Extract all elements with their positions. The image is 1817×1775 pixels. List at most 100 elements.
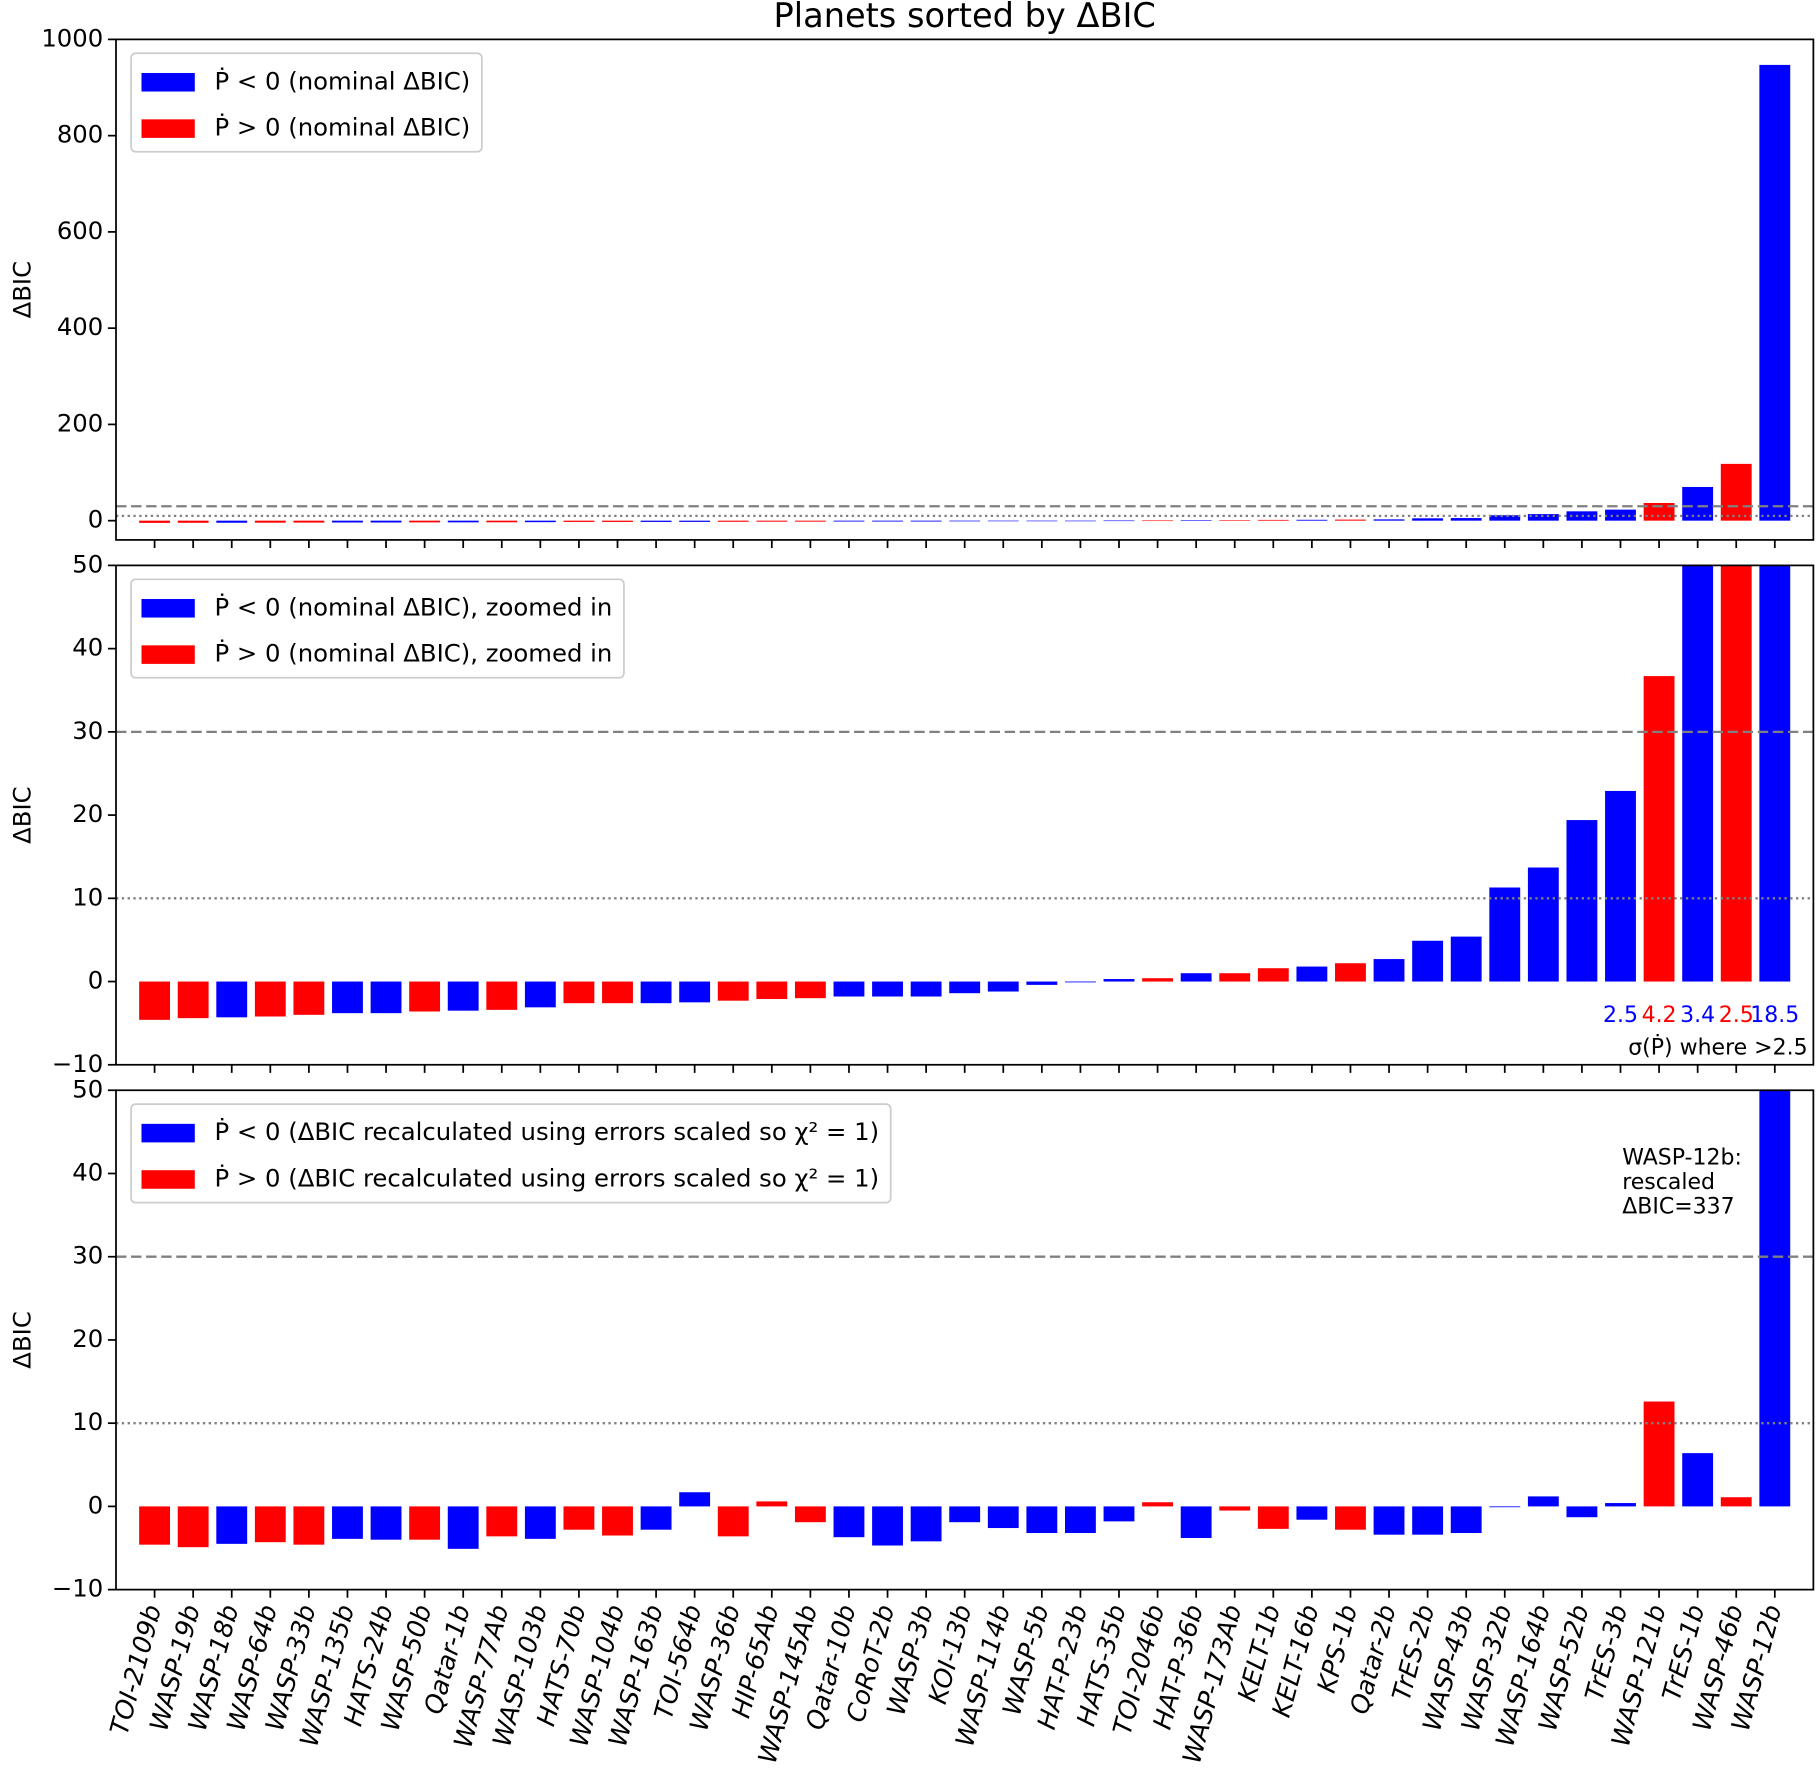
bar	[1296, 966, 1328, 982]
bar	[679, 1492, 711, 1507]
bar	[370, 520, 402, 523]
bar	[833, 981, 865, 997]
bar	[794, 520, 826, 522]
bar	[1373, 1506, 1405, 1535]
bar	[370, 1506, 402, 1540]
bar	[1566, 820, 1598, 982]
bar	[1605, 1503, 1636, 1507]
plot-area	[116, 565, 1814, 1020]
legend-box	[130, 1103, 892, 1204]
y-tick-label: 0	[88, 505, 103, 534]
y-tick-label: 1000	[41, 23, 103, 52]
y-tick-label: 200	[57, 408, 103, 437]
legend-box	[130, 578, 625, 679]
bar	[1412, 940, 1444, 982]
bar	[1180, 973, 1212, 982]
legend: Ṗ < 0 (nominal ΔBIC) Ṗ > 0 (nominal ΔBIC)	[130, 52, 483, 153]
bar	[1759, 64, 1791, 521]
bar	[910, 1506, 942, 1542]
bar	[1643, 676, 1675, 982]
y-tick-label: 50	[72, 1074, 103, 1103]
legend-label: Ṗ < 0 (ΔBIC recalculated using errors sc…	[214, 1117, 879, 1146]
bar	[1489, 515, 1521, 521]
bar	[524, 1506, 556, 1539]
y-tick-label: −10	[52, 1049, 103, 1078]
bar	[1180, 1506, 1212, 1539]
legend-box	[130, 52, 483, 153]
bar	[717, 1506, 749, 1537]
plot-frame	[115, 38, 1815, 541]
bar	[1103, 979, 1135, 982]
sigma-label: 2.5	[1603, 1003, 1638, 1028]
bar	[1103, 520, 1135, 522]
bar	[949, 981, 981, 994]
bar	[987, 1506, 1019, 1529]
bar	[1142, 978, 1174, 982]
bar	[987, 520, 1019, 522]
bar	[1759, 1090, 1791, 1507]
legend: Ṗ < 0 (ΔBIC recalculated using errors sc…	[130, 1103, 892, 1204]
bar	[1296, 1506, 1328, 1520]
bar	[640, 520, 672, 522]
bar	[679, 520, 711, 522]
sigma-label: 4.2	[1642, 1003, 1677, 1028]
y-axis-label: ΔBIC	[7, 1311, 36, 1369]
bar	[486, 520, 518, 523]
plot-area	[116, 64, 1814, 523]
bar	[872, 520, 903, 522]
bar	[447, 981, 479, 1011]
bar	[1180, 520, 1212, 521]
bar	[409, 520, 441, 523]
bar	[1489, 887, 1521, 982]
bar	[987, 981, 1019, 992]
bar	[1527, 1496, 1559, 1507]
legend: Ṗ < 0 (nominal ΔBIC), zoomed in Ṗ > 0 (no…	[130, 578, 625, 679]
bar	[254, 1506, 286, 1543]
bar	[1257, 519, 1289, 521]
bar	[1643, 1401, 1675, 1507]
bar	[1605, 509, 1636, 521]
legend-swatch	[141, 599, 195, 618]
y-tick-label: 40	[72, 1157, 103, 1186]
bar	[872, 1506, 903, 1546]
bar	[177, 1506, 209, 1548]
bar	[1257, 1506, 1289, 1529]
sigma-label: 18.5	[1750, 1003, 1799, 1028]
bar	[833, 1506, 865, 1538]
bar	[1450, 1506, 1482, 1534]
y-tick-label: 20	[72, 1324, 103, 1353]
bar	[1527, 867, 1559, 982]
bar	[602, 1506, 633, 1536]
sigma-note: σ(Ṗ) where >2.5	[1628, 1035, 1807, 1061]
annotation: ΔBIC=337	[1622, 1194, 1734, 1219]
bar	[216, 520, 248, 523]
bar	[1103, 1506, 1135, 1522]
bar	[1566, 1506, 1598, 1518]
bar	[602, 520, 633, 522]
bar	[872, 981, 903, 997]
bar	[602, 981, 633, 1004]
bar	[1489, 1506, 1521, 1508]
bar	[794, 1506, 826, 1523]
y-tick-label: 10	[72, 1407, 103, 1436]
y-tick-label: −10	[52, 1574, 103, 1603]
bar	[1373, 959, 1405, 982]
bar	[1682, 1453, 1714, 1507]
bar	[1450, 518, 1482, 521]
bar	[409, 1506, 441, 1540]
bar	[910, 520, 942, 522]
bar	[1450, 936, 1482, 982]
bar	[177, 981, 209, 1019]
bar	[949, 1506, 981, 1523]
bar	[640, 1506, 672, 1530]
bar	[794, 981, 826, 999]
bar	[833, 520, 865, 522]
bar	[1412, 1506, 1444, 1535]
bar	[949, 520, 981, 522]
plot-area	[116, 1090, 1814, 1549]
bar	[524, 520, 556, 523]
bar	[717, 981, 749, 1001]
chart-title: Planets sorted by ΔBIC	[774, 0, 1156, 35]
bar	[1142, 520, 1174, 522]
bar	[1142, 1502, 1174, 1507]
